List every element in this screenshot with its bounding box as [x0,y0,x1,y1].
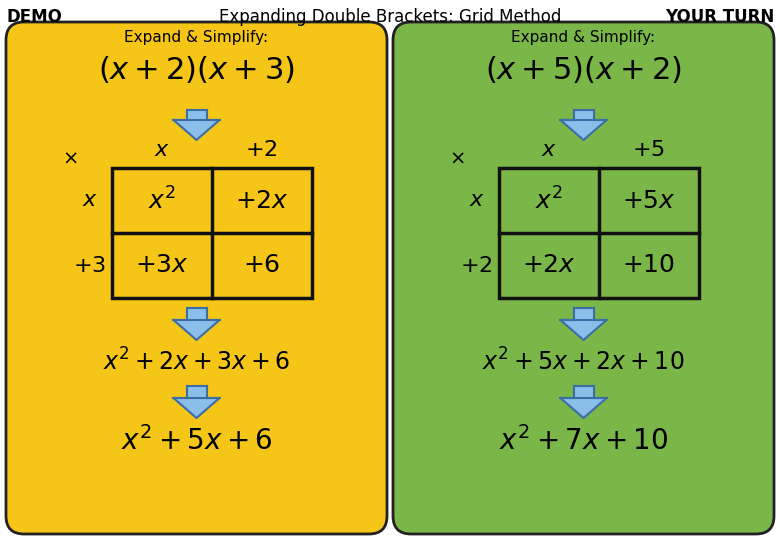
Text: $x$: $x$ [469,191,484,211]
Text: $+ 3x$: $+ 3x$ [135,253,189,278]
Text: YOUR TURN: YOUR TURN [665,8,774,26]
Text: Expand & Simplify:: Expand & Simplify: [125,30,268,45]
Text: $x$: $x$ [154,140,169,160]
Text: Expanding Double Brackets: Grid Method: Expanding Double Brackets: Grid Method [219,8,561,26]
Text: $x$: $x$ [82,191,98,211]
Bar [186,308,207,320]
Text: $+ 6$: $+ 6$ [243,253,280,278]
Text: $+ 2$: $+ 2$ [460,255,493,275]
FancyBboxPatch shape [6,22,387,534]
Text: $+ 10$: $+ 10$ [622,253,675,278]
Text: $x^2$: $x^2$ [534,187,562,214]
Text: $+ 2x$: $+ 2x$ [235,188,289,213]
Text: $x^2 + 2x + 3x + 6$: $x^2 + 2x + 3x + 6$ [103,348,290,375]
Bar [112,168,311,298]
Bar [573,386,594,398]
Text: $\times$: $\times$ [448,148,464,167]
Text: $+ 2$: $+ 2$ [245,140,278,160]
Bar [186,110,207,120]
Polygon shape [173,120,219,140]
Bar [573,110,594,120]
Text: $(x + 5)(x + 2)$: $(x + 5)(x + 2)$ [485,54,682,85]
Text: $x^2$: $x^2$ [147,187,176,214]
Text: $+ 2x$: $+ 2x$ [522,253,576,278]
Text: Expand & Simplify:: Expand & Simplify: [512,30,655,45]
Text: $x$: $x$ [541,140,556,160]
Text: $x^2 + 7x + 10$: $x^2 + 7x + 10$ [499,426,668,456]
Polygon shape [173,398,219,418]
Polygon shape [561,398,607,418]
Bar [573,308,594,320]
Text: $+ 3$: $+ 3$ [73,255,106,275]
Text: $x^2 + 5x + 2x + 10$: $x^2 + 5x + 2x + 10$ [482,348,685,375]
FancyBboxPatch shape [393,22,774,534]
Text: DEMO: DEMO [6,8,62,26]
Text: $x^2 + 5x + 6$: $x^2 + 5x + 6$ [121,426,272,456]
Text: $\times$: $\times$ [62,148,77,167]
Bar [498,168,699,298]
Text: $(x + 2)(x + 3)$: $(x + 2)(x + 3)$ [98,54,295,85]
Text: $+ 5x$: $+ 5x$ [622,188,675,213]
Polygon shape [561,320,607,340]
Polygon shape [561,120,607,140]
Bar [186,386,207,398]
Polygon shape [173,320,219,340]
Text: $+ 5$: $+ 5$ [632,140,665,160]
